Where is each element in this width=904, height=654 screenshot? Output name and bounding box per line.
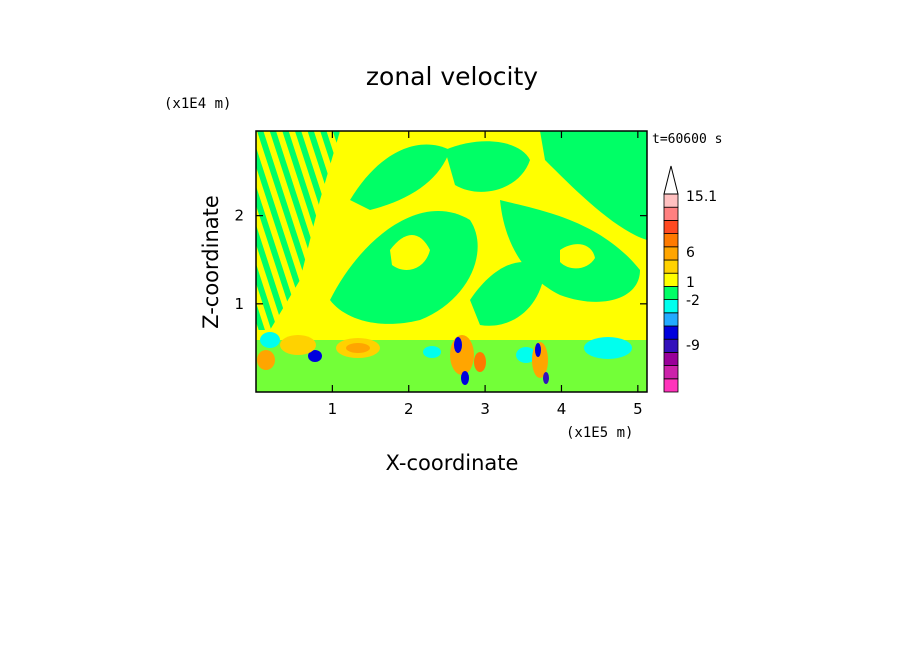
yellow-inclusion-2	[560, 244, 595, 269]
colorbar-label: 1	[686, 275, 695, 291]
colorbar: 15.1 6 1 -2 -9	[663, 165, 717, 393]
chart-title: zonal velocity	[366, 62, 538, 91]
y-axis-label: Z-coordinate	[199, 195, 223, 329]
green-lobe-6	[470, 261, 545, 326]
y-tick-label: 1	[234, 295, 244, 313]
green-lobe-3	[445, 141, 530, 192]
colorbar-level	[663, 299, 679, 314]
contour-field	[256, 131, 647, 392]
x-unit-label: (x1E5 m)	[566, 425, 633, 441]
x-tick-label: 3	[480, 400, 490, 418]
feature-blue-b	[461, 371, 469, 385]
plot-frame	[255, 130, 648, 393]
colorbar-overflow-arrow	[663, 165, 679, 195]
x-tick-label: 4	[557, 400, 567, 418]
colorbar-level	[663, 272, 679, 287]
colorbar-level	[663, 325, 679, 340]
feature-cyan-3	[423, 346, 441, 358]
time-label: t=60600 s	[652, 132, 722, 147]
feature-jet-a	[450, 335, 474, 375]
colorbar-level	[663, 365, 679, 380]
colorbar-level	[663, 351, 679, 366]
feature-orange-1-core	[346, 343, 370, 353]
colorbar-level	[663, 233, 679, 248]
colorbar-level	[663, 259, 679, 274]
y-unit-label: (x1E4 m)	[164, 96, 231, 112]
colorbar-level	[663, 338, 679, 353]
colorbar-label: -2	[686, 293, 700, 309]
x-axis-label: X-coordinate	[386, 451, 519, 475]
colorbar-level	[663, 312, 679, 327]
green-lobe-5	[540, 131, 647, 240]
wave-region-left	[256, 131, 340, 330]
colorbar-level	[663, 285, 679, 300]
axes: 1 2 3 4 5 1 2	[234, 131, 647, 418]
feature-red-a	[474, 352, 486, 372]
feature-blue-a	[454, 337, 462, 353]
feature-cyan-4	[260, 332, 280, 348]
x-tick-label: 1	[328, 400, 338, 418]
green-lobe-2	[350, 144, 450, 210]
feature-cyan-2	[516, 347, 536, 363]
colorbar-label: 15.1	[686, 189, 717, 205]
feature-blue-d	[543, 372, 549, 384]
colorbar-level	[663, 378, 679, 393]
colorbar-level	[663, 219, 679, 234]
feature-cyan-1	[584, 337, 632, 359]
colorbar-level	[663, 193, 679, 208]
x-tick-label: 5	[633, 400, 643, 418]
colorbar-level	[663, 206, 679, 221]
feature-blue-e	[308, 350, 322, 362]
colorbar-label: -9	[686, 338, 700, 354]
colorbar-level	[663, 246, 679, 261]
feature-blue-c	[535, 343, 541, 357]
feature-orange-3	[257, 350, 275, 370]
y-tick-label: 2	[234, 207, 244, 225]
colorbar-label: 6	[686, 245, 695, 261]
feature-orange-2	[280, 335, 316, 355]
yellow-inclusion-1	[390, 235, 430, 270]
x-tick-label: 2	[404, 400, 414, 418]
